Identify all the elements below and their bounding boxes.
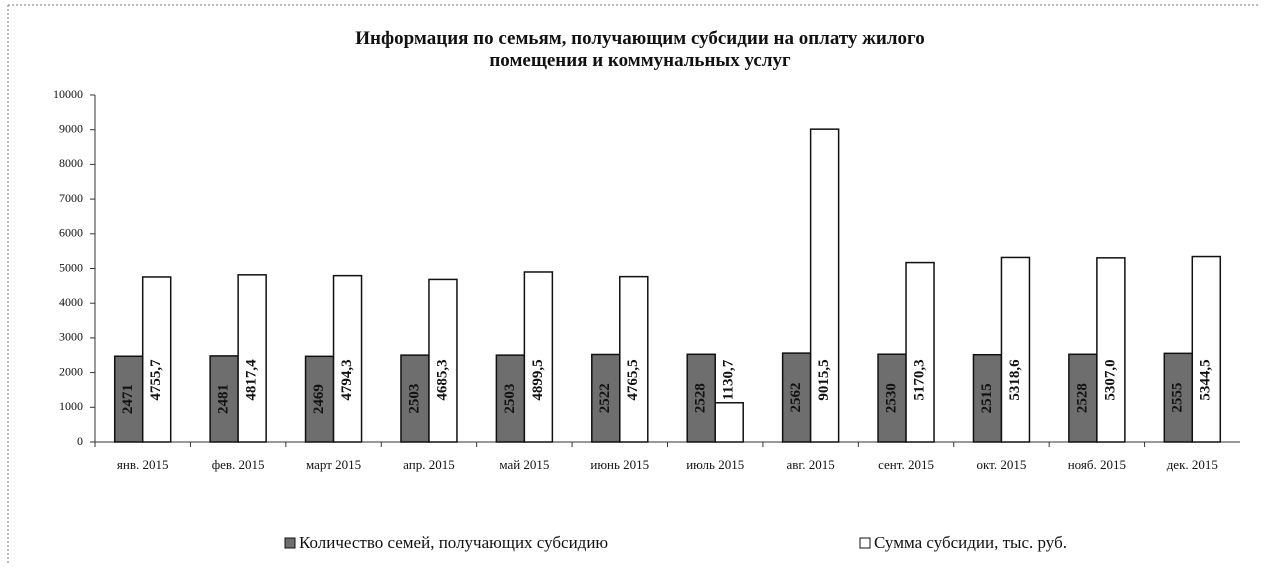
x-tick-label: фев. 2015 (212, 457, 265, 472)
bar (714, 402, 744, 443)
value-label: 4899,5 (530, 359, 546, 400)
bar (304, 355, 335, 443)
y-tick-label: 5000 (59, 260, 83, 274)
legend-swatch (284, 537, 296, 549)
value-label: 2555 (1170, 383, 1186, 413)
bar (1000, 256, 1031, 443)
value-label: 2528 (1074, 383, 1090, 413)
y-tick-label: 3000 (59, 330, 83, 344)
bar (428, 278, 458, 443)
value-label: 2503 (406, 384, 422, 414)
bar (332, 274, 363, 443)
x-tick-label: авг. 2015 (786, 457, 834, 472)
y-tick-label: 8000 (59, 156, 83, 170)
bar (1163, 352, 1194, 443)
chart-title: Информация по семьям, получающим субсиди… (355, 28, 925, 71)
bar (781, 352, 812, 443)
legend-label: Количество семей, получающих субсидию (299, 533, 608, 552)
bar (591, 353, 621, 443)
x-tick-label: июнь 2015 (590, 457, 649, 472)
bar (1068, 353, 1098, 443)
bar (1096, 257, 1126, 443)
bar (619, 275, 649, 443)
y-tick-label: 0 (77, 434, 83, 448)
value-label: 2522 (597, 383, 613, 413)
bar (877, 353, 907, 443)
value-label: 2530 (883, 383, 899, 413)
bar (113, 355, 144, 443)
x-tick-label: дек. 2015 (1167, 457, 1218, 472)
y-tick-label: 4000 (59, 295, 83, 309)
y-tick-label: 10000 (53, 87, 83, 101)
bar (972, 353, 1003, 443)
y-tick-label: 6000 (59, 226, 83, 240)
bar (809, 128, 840, 443)
y-tick-label: 1000 (59, 399, 83, 413)
legend-swatch (859, 537, 871, 549)
y-tick-label: 2000 (59, 364, 83, 378)
x-tick-label: окт. 2015 (977, 457, 1027, 472)
bar (523, 271, 554, 443)
x-tick-label: янв. 2015 (117, 457, 169, 472)
bar (1191, 255, 1222, 443)
value-label: 4817,4 (244, 359, 260, 401)
value-label: 2562 (788, 383, 804, 413)
x-tick-label: нояб. 2015 (1068, 457, 1126, 472)
y-tick-label: 9000 (59, 121, 83, 135)
bar (495, 354, 526, 443)
value-label: 5344,5 (1198, 359, 1214, 400)
value-label: 5170,3 (911, 359, 927, 400)
value-label: 2503 (502, 384, 518, 414)
value-label: 2469 (311, 384, 327, 414)
x-tick-label: сент. 2015 (878, 457, 934, 472)
value-label: 2471 (120, 384, 136, 414)
value-label: 2528 (693, 383, 709, 413)
value-label: 4794,3 (339, 359, 355, 400)
x-tick-label: июль 2015 (686, 457, 744, 472)
value-label: 5318,6 (1007, 359, 1023, 401)
bar (686, 353, 716, 443)
legend-label: Сумма субсидии, тыс. руб. (874, 533, 1067, 552)
value-label: 2515 (979, 383, 995, 413)
bar (237, 274, 267, 443)
value-label: 1130,7 (721, 359, 737, 400)
bar (905, 261, 935, 443)
value-label: 4755,7 (148, 359, 164, 401)
bar (141, 276, 172, 443)
x-tick-label: март 2015 (306, 457, 361, 472)
value-label: 9015,5 (816, 359, 832, 400)
x-tick-label: апр. 2015 (403, 457, 455, 472)
y-tick-label: 7000 (59, 191, 83, 205)
value-label: 4685,3 (434, 359, 450, 400)
bar (400, 354, 430, 443)
value-label: 2481 (216, 384, 232, 414)
value-label: 4765,5 (625, 359, 641, 400)
value-label: 5307,0 (1102, 359, 1118, 400)
x-tick-label: май 2015 (499, 457, 549, 472)
